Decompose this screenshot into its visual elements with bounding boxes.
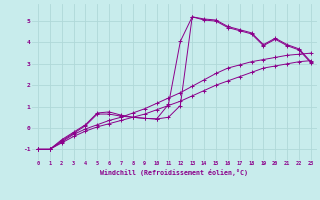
- X-axis label: Windchill (Refroidissement éolien,°C): Windchill (Refroidissement éolien,°C): [100, 169, 248, 176]
